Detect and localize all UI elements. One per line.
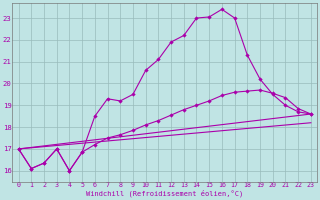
X-axis label: Windchill (Refroidissement éolien,°C): Windchill (Refroidissement éolien,°C) xyxy=(86,190,243,197)
